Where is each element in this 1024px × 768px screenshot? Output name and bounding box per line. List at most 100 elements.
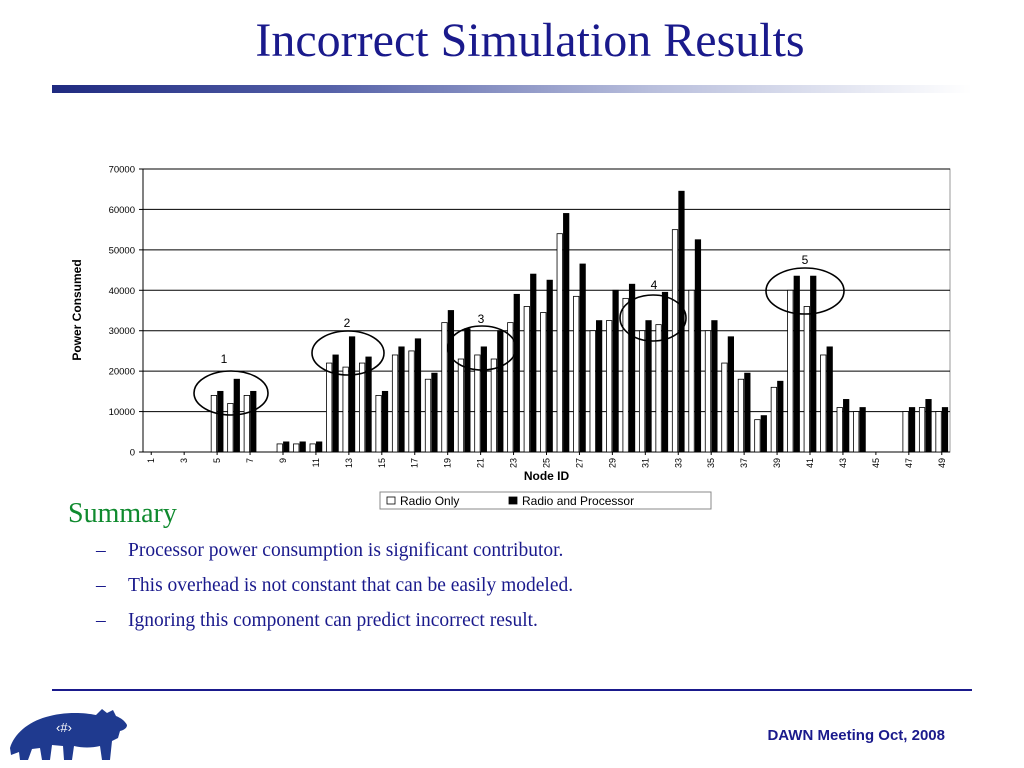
- bullet-item: – This overhead is not constant that can …: [96, 575, 573, 610]
- legend-box: [379, 491, 712, 510]
- bar-radio-only: [556, 233, 563, 453]
- bar-radio-only: [474, 354, 481, 453]
- bar-radio-only: [589, 330, 596, 453]
- bar-radio-only: [754, 419, 761, 453]
- bar-radio-and-processor: [431, 372, 438, 453]
- x-tick-label: 21: [476, 458, 486, 468]
- x-tick-label: 27: [574, 458, 584, 468]
- y-tick-label: 50000: [109, 245, 135, 256]
- bar-radio-and-processor: [727, 336, 734, 453]
- x-tick-label: 13: [344, 458, 354, 468]
- bar-radio-and-processor: [398, 346, 405, 453]
- y-tick-label: 40000: [109, 286, 135, 297]
- title-underline: [52, 85, 972, 93]
- bullet-dash: –: [96, 575, 106, 596]
- x-tick-label: 19: [443, 458, 453, 468]
- x-tick-label: 15: [377, 458, 387, 468]
- bar-radio-only: [918, 407, 926, 453]
- x-tick-label: 41: [805, 458, 815, 468]
- bar-radio-only: [359, 362, 366, 453]
- bar-radio-only: [490, 358, 497, 453]
- x-tick-label: 3: [179, 458, 189, 463]
- legend-label-radio-and-processor: Radio and Processor: [522, 494, 634, 508]
- y-axis-title: Power Consumed: [70, 259, 84, 360]
- bar-radio-and-processor: [678, 190, 685, 453]
- bar-radio-only: [622, 297, 629, 453]
- bar-radio-only: [737, 378, 745, 453]
- bar-radio-only: [342, 366, 349, 453]
- x-tick-label: 29: [607, 458, 617, 468]
- annotation-circle: [619, 294, 687, 342]
- annotation-label: 4: [651, 278, 658, 292]
- x-tick-label: 1: [146, 458, 156, 463]
- bar-radio-and-processor: [941, 407, 949, 453]
- bar-radio-and-processor: [563, 213, 570, 453]
- legend-swatch-radio-and-processor: [508, 496, 518, 505]
- x-tick-label: 7: [245, 458, 255, 463]
- bar-radio-and-processor: [348, 336, 356, 453]
- bullet-dash: –: [96, 540, 106, 561]
- legend-swatch-radio-only: [386, 496, 396, 505]
- bar-radio-only: [540, 312, 547, 453]
- bar-radio-and-processor: [596, 320, 603, 453]
- bullet-text: Processor power consumption is significa…: [128, 540, 564, 561]
- bullet-item: – Ignoring this component can predict inc…: [96, 610, 573, 645]
- y-tick-label: 10000: [109, 407, 135, 418]
- bar-radio-and-processor: [859, 407, 866, 453]
- bar-radio-only: [573, 295, 580, 453]
- bear-icon: ‹#›: [10, 709, 127, 760]
- x-tick-label: 49: [937, 458, 947, 468]
- bar-radio-and-processor: [299, 441, 306, 453]
- bar-radio-and-processor: [332, 354, 339, 453]
- bullet-dash: –: [96, 610, 106, 631]
- bar-radio-and-processor: [826, 346, 833, 453]
- legend-label-radio-only: Radio Only: [400, 494, 459, 508]
- bar-radio-and-processor: [414, 338, 422, 453]
- annotation-label: 5: [802, 253, 809, 267]
- x-tick-label: 9: [278, 458, 288, 463]
- bar-radio-and-processor: [760, 415, 767, 453]
- bar-radio-and-processor: [645, 320, 652, 453]
- summary-bullet-list: – Processor power consumption is signific…: [96, 540, 573, 645]
- bar-radio-and-processor: [711, 320, 718, 453]
- footer-text: DAWN Meeting Oct, 2008: [767, 727, 945, 744]
- bar-radio-and-processor: [513, 293, 520, 453]
- x-tick-label: 47: [904, 458, 914, 468]
- bar-radio-only: [523, 306, 530, 453]
- x-tick-label: 35: [706, 458, 716, 468]
- bar-radio-and-processor: [777, 380, 784, 453]
- bar-radio-and-processor: [612, 289, 619, 453]
- annotation-circle: [193, 370, 269, 416]
- bar-radio-and-processor: [381, 390, 389, 453]
- annotation-label: 1: [221, 352, 228, 366]
- x-tick-label: 45: [871, 458, 881, 468]
- annotation-label: 3: [478, 312, 485, 326]
- annotation-label: 2: [344, 316, 351, 330]
- bar-radio-and-processor: [661, 291, 669, 453]
- x-axis-title: Node ID: [524, 469, 570, 483]
- bar-radio-only: [836, 407, 843, 453]
- bar-radio-only: [293, 443, 300, 453]
- x-tick-label: 43: [838, 458, 848, 468]
- bar-radio-and-processor: [925, 399, 932, 453]
- x-tick-label: 31: [640, 458, 650, 468]
- bar-radio-only: [276, 443, 283, 453]
- annotation-circle: [765, 267, 845, 315]
- y-tick-label: 60000: [109, 205, 135, 216]
- bar-radio-only: [210, 394, 218, 453]
- bar-radio-and-processor: [480, 346, 487, 453]
- bullet-text: This overhead is not constant that can b…: [128, 575, 574, 596]
- bar-radio-and-processor: [217, 390, 224, 453]
- bar-radio-only: [326, 362, 333, 453]
- slide-title: Incorrect Simulation Results: [255, 14, 805, 67]
- x-tick-label: 37: [739, 458, 749, 468]
- bar-radio-and-processor: [744, 372, 751, 453]
- x-tick-label: 5: [212, 458, 222, 463]
- bar-radio-only: [770, 386, 777, 453]
- bar-radio-and-processor: [628, 283, 636, 453]
- x-tick-label: 25: [542, 458, 552, 468]
- bar-radio-and-processor: [447, 310, 455, 453]
- annotation-circle: [447, 325, 517, 371]
- footer-divider: [52, 689, 972, 691]
